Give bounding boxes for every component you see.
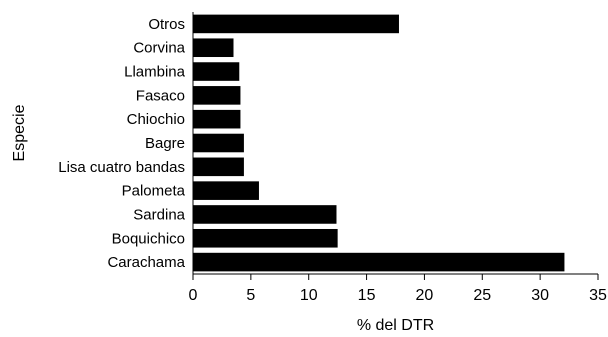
x-tick-label: 20 [416, 287, 434, 304]
bars-group [193, 14, 565, 272]
bar-boquichico [193, 228, 338, 248]
x-tick-label: 10 [300, 287, 318, 304]
x-ticks: 0 5 10 15 20 25 30 35 [189, 274, 607, 304]
y-axis-title: Especie [11, 104, 28, 161]
category-label-chiochio: Chiochio [127, 111, 185, 128]
bar-bagre [193, 133, 244, 153]
category-label-lisa-cuatro-bandas: Lisa cuatro bandas [58, 159, 185, 176]
category-label-corvina: Corvina [133, 40, 185, 57]
category-label-palometa: Palometa [122, 183, 186, 200]
bar-lisa-cuatro-bandas [193, 157, 244, 177]
bar-fasaco [193, 86, 241, 105]
x-tick-label: 5 [246, 287, 255, 304]
bar-otros [193, 14, 399, 34]
bar-carachama [193, 252, 565, 272]
category-label-sardina: Sardina [133, 206, 185, 223]
bar-llambina [193, 62, 240, 81]
category-label-bagre: Bagre [145, 135, 185, 152]
x-tick-label: 35 [589, 287, 607, 304]
bar-palometa [193, 181, 259, 200]
x-tick-label: 0 [189, 287, 198, 304]
category-label-otros: Otros [148, 16, 185, 33]
bar-sardina [193, 205, 337, 224]
category-label-carachama: Carachama [107, 254, 185, 271]
bar-chiochio [193, 109, 241, 129]
bar-corvina [193, 38, 234, 58]
category-label-llambina: Llambina [124, 64, 186, 81]
category-labels: Otros Corvina Llambina Fasaco Chiochio Bagre L… [58, 16, 185, 271]
category-label-boquichico: Boquichico [112, 230, 185, 247]
x-tick-label: 25 [473, 287, 491, 304]
x-tick-label: 15 [358, 287, 376, 304]
category-label-fasaco: Fasaco [136, 87, 185, 104]
x-tick-label: 30 [531, 287, 549, 304]
x-axis-title: % del DTR [357, 317, 434, 334]
